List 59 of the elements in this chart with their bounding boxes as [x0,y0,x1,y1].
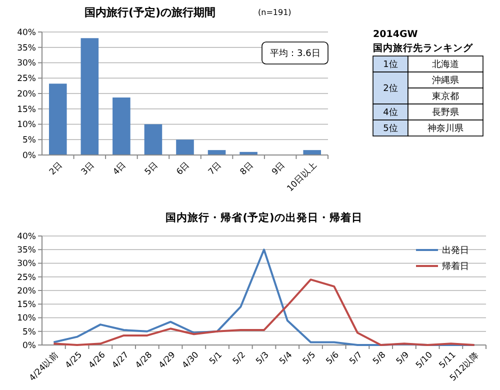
y-tick-label: 5% [22,136,36,146]
text: 沖縄県 [432,75,459,86]
x-tick-label: 3日 [80,160,97,178]
y-tick-label: 10% [17,314,36,324]
x-tick-label: 5/6 [324,350,342,367]
text: 長野県 [432,107,459,118]
bar [48,84,67,155]
y-tick-label: 40% [17,232,36,242]
text: 東京都 [432,91,459,102]
text: 1位 [383,59,398,70]
y-tick-label: 5% [22,327,36,338]
x-tick-label: 5/8 [371,350,388,367]
y-tick-label: 35% [17,246,36,256]
chart-title: 国内旅行・帰省(予定)の出発日・帰着日 [166,211,362,224]
annotation: 平均：3.6日 [270,48,320,60]
y-tick-label: 30% [17,259,36,270]
x-tick-label: 8日 [238,160,256,178]
bar [208,150,226,155]
text: 神奈川県 [428,123,464,134]
y-tick-label: 25% [17,74,36,84]
bar [112,98,130,155]
y-tick-label: 25% [17,272,36,283]
x-tick-label: 5/3 [254,350,272,367]
x-tick-label: 6日 [174,160,192,178]
y-tick-label: 15% [17,300,36,310]
text: 北海道 [432,59,459,70]
y-tick-label: 30% [17,58,36,69]
bar [144,124,162,155]
y-tick-label: 20% [17,89,36,100]
x-tick-label: 5/5 [301,350,318,367]
y-tick-label: 20% [17,286,36,296]
x-tick-label: 5/4 [278,350,295,367]
y-tick-label: 40% [17,28,36,38]
chart-title: 国内旅行(予定)の旅行期間 [84,6,216,19]
text: 国内旅行先ランキング [373,42,474,54]
legend-label: 帰着日 [442,261,469,272]
text: 5位 [383,123,398,134]
x-tick-label: 5/9 [394,350,412,367]
x-tick-label: 5日 [143,160,160,178]
chart-subtitle: (n=191) [258,8,292,17]
x-tick-label: 2日 [48,160,66,178]
bar [176,140,194,155]
y-tick-label: 10% [17,120,36,130]
y-tick-label: 0% [22,150,36,161]
legend-label: 出発日 [442,245,469,256]
x-tick-label: 4日 [111,160,129,178]
text: 4位 [383,107,398,118]
line-series [52,278,476,346]
y-tick-label: 0% [22,340,36,351]
text: 2014GW [373,29,418,40]
bar [80,38,99,155]
y-tick-label: 15% [17,104,36,115]
text: 2位 [383,83,398,94]
x-tick-label: 5/2 [231,350,248,367]
bar [303,150,322,155]
x-tick-label: 5/7 [348,350,365,367]
y-tick-label: 35% [17,43,36,54]
x-tick-label: 7日 [206,160,224,178]
x-tick-label: 5/1 [208,350,224,367]
